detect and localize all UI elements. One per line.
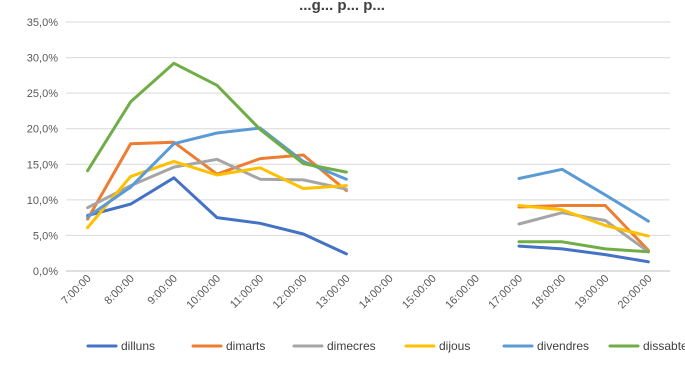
x-tick-label: 15:00:00 [400, 273, 439, 312]
series-line-divendres [517, 167, 650, 223]
legend-label: dissabte [643, 339, 685, 353]
legend-label: dimarts [226, 339, 265, 353]
x-tick-label: 11:00:00 [228, 273, 266, 311]
series-line-dilluns [86, 176, 348, 256]
series-line-dijous [517, 204, 650, 238]
x-tick-label: 17:00:00 [486, 273, 525, 312]
x-tick-label: 12:00:00 [271, 273, 310, 312]
series-line-dissabte [86, 61, 348, 174]
y-tick-label: 20,0% [27, 124, 58, 136]
series-line-dimarts [517, 204, 650, 252]
x-tick-label: 18:00:00 [529, 273, 568, 312]
x-tick-label: 16:00:00 [443, 273, 482, 312]
legend-label: dijous [439, 339, 470, 353]
series-line-divendres [86, 126, 348, 219]
series-line-dissabte [517, 240, 650, 254]
x-tick-label: 8:00:00 [102, 273, 136, 307]
x-tick-label: 19:00:00 [573, 273, 612, 312]
y-tick-label: 30,0% [27, 53, 58, 65]
y-tick-label: 0,0% [33, 266, 58, 278]
y-tick-label: 5,0% [33, 230, 58, 242]
legend-label: divendres [537, 339, 589, 353]
x-tick-label: 7:00:00 [59, 273, 93, 307]
y-tick-label: 10,0% [27, 195, 58, 207]
y-tick-label: 35,0% [27, 17, 58, 29]
x-tick-label: 9:00:00 [146, 273, 180, 307]
x-tick-label: 13:00:00 [314, 273, 353, 312]
legend-label: dilluns [121, 339, 155, 353]
y-tick-label: 15,0% [27, 159, 58, 171]
legend-label: dimecres [327, 339, 376, 353]
series-line-dijous [86, 159, 348, 230]
x-tick-label: 20:00:00 [616, 273, 655, 312]
chart-title: ...g... p... p... [299, 0, 385, 14]
x-tick-label: 14:00:00 [357, 273, 396, 312]
series-line-dilluns [517, 244, 650, 264]
y-tick-label: 25,0% [27, 88, 58, 100]
x-tick-label: 10:00:00 [184, 273, 223, 312]
